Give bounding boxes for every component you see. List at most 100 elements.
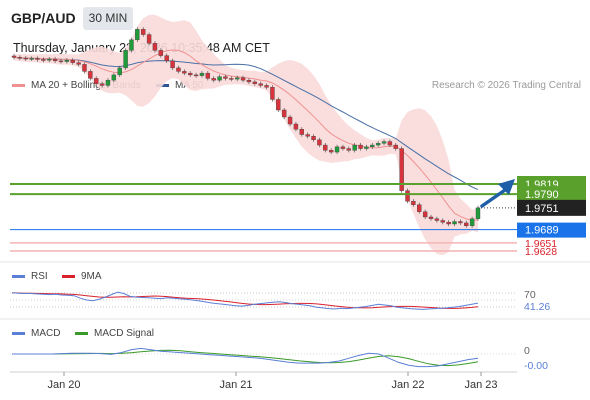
candle-body <box>258 83 263 86</box>
candle-body <box>193 74 199 77</box>
rsi-path <box>11 291 479 310</box>
candle-body <box>276 99 281 111</box>
macd-level-0: 0 <box>524 345 530 357</box>
legend-macd-label: MACD <box>31 328 61 339</box>
candle-body <box>170 60 175 69</box>
candle-body <box>346 148 351 151</box>
candle-body <box>188 72 193 76</box>
candle-body <box>411 200 416 205</box>
legend-9ma: 9MA <box>62 271 102 282</box>
candle-body <box>334 146 340 153</box>
candle-body <box>82 64 87 72</box>
candle-body <box>428 216 434 219</box>
candle-body <box>393 144 398 149</box>
arrow-shaft <box>480 188 507 208</box>
candle-body <box>340 146 346 149</box>
pivot-tag <box>517 222 586 238</box>
candle-body <box>387 141 393 146</box>
x-tick-label: Jan 20 <box>47 379 80 391</box>
timeframe-badge[interactable]: 30 MIN <box>83 7 133 30</box>
pivot-label: 1.9689 <box>525 225 559 237</box>
instrument-title: GBP/AUD <box>11 10 76 26</box>
resistance-tag <box>517 186 586 203</box>
candle-body <box>217 76 222 81</box>
ma50-path <box>13 56 479 191</box>
support-label: 1.9651 <box>525 238 557 250</box>
candle-body <box>405 190 410 202</box>
candle-body <box>328 150 334 153</box>
candle-body <box>117 67 122 76</box>
candle-body <box>211 78 216 81</box>
candle-body <box>76 62 81 65</box>
legend-9ma-label: 9MA <box>81 271 102 282</box>
9ma-swatch <box>62 274 75 278</box>
candle-body <box>23 57 28 60</box>
candle-body <box>94 78 99 84</box>
candle-body <box>323 144 328 151</box>
candle-body <box>246 79 252 83</box>
legend-macd-signal: MACD Signal <box>75 328 154 339</box>
candle-body <box>41 59 46 61</box>
candle-body <box>370 144 375 148</box>
candle-body <box>317 139 322 146</box>
candle-body <box>452 221 457 225</box>
candle-body <box>64 59 70 62</box>
candle-body <box>458 221 463 224</box>
candle-body <box>469 218 475 226</box>
candle-body <box>105 79 111 86</box>
macd-value: -0.00 <box>524 360 548 372</box>
candle-body <box>47 58 52 61</box>
candle-body <box>88 71 93 79</box>
candle-body <box>141 29 146 35</box>
macd-lines <box>12 347 479 368</box>
arrow-head <box>498 179 515 195</box>
candle-body <box>234 77 240 80</box>
candle-body <box>35 58 40 60</box>
ma20-swatch <box>12 83 25 87</box>
resistance-label: 1.9790 <box>525 189 559 201</box>
candle-body <box>152 43 158 51</box>
candle-body <box>205 72 211 79</box>
candle-body <box>311 136 316 141</box>
candle-body <box>240 77 246 81</box>
candle-body <box>229 78 234 80</box>
candle-body <box>182 71 187 74</box>
candle-body <box>135 29 140 41</box>
candle-body <box>129 39 134 51</box>
candle-body <box>158 50 164 56</box>
candle-body <box>99 83 105 86</box>
candle-body <box>434 218 440 221</box>
rsi-9ma-path <box>11 292 479 309</box>
x-tick-label: Jan 23 <box>464 379 497 391</box>
candle-body <box>293 123 299 130</box>
last-price-label: 1.9751 <box>525 203 559 215</box>
candle-body <box>29 58 34 60</box>
candle-body <box>375 143 381 146</box>
candle-body <box>464 222 469 226</box>
candle-body <box>417 204 422 212</box>
rsi-level-70: 70 <box>524 289 536 301</box>
bollinger-bands <box>14 14 478 256</box>
x-tick-label: Jan 22 <box>391 379 424 391</box>
support-label: 1.9628 <box>525 246 557 258</box>
candle-body <box>281 109 287 118</box>
rsi-swatch <box>12 274 25 278</box>
bollinger-band-area <box>14 14 478 256</box>
macd-signal-path <box>12 349 479 367</box>
candle-body <box>299 129 304 135</box>
candle-body <box>52 58 58 62</box>
candle-body <box>11 55 17 58</box>
legend-rsi-label: RSI <box>31 271 48 282</box>
legend-ma20-label: MA 20 + Bollinger Bands <box>31 80 141 91</box>
candle-body <box>475 207 481 219</box>
candle-body <box>146 34 152 44</box>
macd-path <box>12 347 479 368</box>
candle-body <box>358 144 363 149</box>
candle-body <box>111 74 117 81</box>
macd-swatch <box>12 331 25 335</box>
macd-signal-swatch <box>75 331 88 335</box>
legend-macd: MACD <box>12 328 60 339</box>
candle-body <box>446 222 451 225</box>
